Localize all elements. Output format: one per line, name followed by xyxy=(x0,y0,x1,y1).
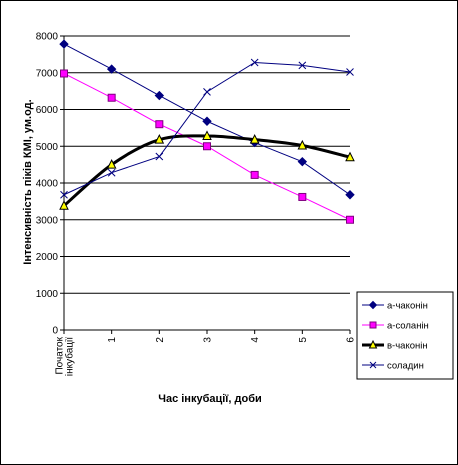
y-axis-title: Інтенсивність піків КМІ, ум.од. xyxy=(22,99,34,264)
legend-item: соладин xyxy=(362,361,424,372)
diamond-marker xyxy=(297,156,308,167)
y-tick-label: 7000 xyxy=(36,68,59,79)
x-marker-stroke xyxy=(155,152,164,161)
x-marker xyxy=(346,68,354,76)
x-marker-stroke xyxy=(250,58,259,67)
x-marker xyxy=(298,61,307,70)
legend-item: в-чаконін xyxy=(362,339,428,352)
x-tick-label: 4 xyxy=(250,337,261,343)
square-marker xyxy=(346,215,354,224)
triangle-marker xyxy=(249,134,260,144)
x-tick-labels: Початок інкубації 1 2 3 4 5 6 xyxy=(55,336,357,376)
x-tick-label: 5 xyxy=(298,337,309,343)
diamond-marker xyxy=(368,300,378,310)
x-tick-label-group: 4 xyxy=(250,337,261,343)
legend-item: а-соланін xyxy=(362,321,429,332)
legend-item: а-чаконін xyxy=(362,301,428,312)
x-marker-stroke xyxy=(60,190,68,199)
triangle-marker xyxy=(368,339,378,349)
legend-label: в-чаконін xyxy=(387,341,428,352)
axes xyxy=(60,35,351,334)
legend-label: соладин xyxy=(387,361,424,372)
y-tick-label: 2000 xyxy=(36,252,59,263)
triangle-marker xyxy=(59,200,69,210)
x-marker xyxy=(250,58,259,67)
triangle-marker xyxy=(345,151,355,162)
x-tick-label: Початок xyxy=(55,336,66,374)
x-marker-stroke xyxy=(369,361,377,369)
y-tick-label: 5000 xyxy=(36,142,59,153)
x-tick-label-group: 3 xyxy=(203,337,214,343)
square-marker xyxy=(298,192,307,201)
x-tick-label-group: 2 xyxy=(155,337,166,343)
triangle-marker xyxy=(202,130,212,140)
triangle-marker xyxy=(297,139,308,150)
diamond-marker xyxy=(106,64,117,74)
series-1 xyxy=(59,39,355,200)
x-axis-title: Час інкубації, доби xyxy=(158,393,262,405)
x-marker xyxy=(107,168,116,177)
x-marker xyxy=(203,88,211,96)
x-tick-label: 2 xyxy=(155,337,166,343)
triangle-marker xyxy=(106,159,117,169)
x-marker-stroke xyxy=(107,168,116,177)
diamond-marker xyxy=(202,116,212,126)
legend: а-чаконін а-соланін в-чаконін соладин xyxy=(356,291,454,380)
square-marker xyxy=(107,93,116,102)
square-marker xyxy=(369,321,377,329)
legend-label: а-чаконін xyxy=(387,301,428,312)
x-marker-stroke xyxy=(346,68,354,76)
y-tick-label: 6000 xyxy=(36,105,59,116)
y-tick-label: 8000 xyxy=(36,32,59,43)
y-tick-label: 3000 xyxy=(36,215,59,226)
x-tick-label: 1 xyxy=(107,337,118,343)
x-tick-label: інкубації xyxy=(64,337,76,376)
x-tick-label: 6 xyxy=(346,337,357,343)
series-4 xyxy=(60,58,354,199)
series-line xyxy=(63,61,351,196)
x-tick-label-group: Початок інкубації xyxy=(55,336,76,376)
x-tick-label-group: 1 xyxy=(107,337,118,343)
y-tick-labels: 0 1000 2000 3000 4000 5000 6000 7000 8000 xyxy=(36,32,59,337)
diamond-marker xyxy=(345,190,355,200)
x-marker-stroke xyxy=(203,88,211,96)
y-tick-label: 1000 xyxy=(36,289,59,300)
diamond-marker xyxy=(154,90,165,101)
x-marker-stroke xyxy=(298,61,307,70)
x-tick-label: 3 xyxy=(203,337,214,343)
x-marker xyxy=(155,152,164,161)
y-tick-label: 4000 xyxy=(36,179,59,190)
x-marker xyxy=(60,190,68,199)
triangle-marker xyxy=(154,134,165,144)
square-marker xyxy=(203,142,211,151)
square-marker xyxy=(250,170,259,179)
x-tick-label-group: 6 xyxy=(346,337,357,343)
series-layer xyxy=(59,39,355,224)
x-tick-label-group: 5 xyxy=(298,337,309,343)
y-tick-label: 0 xyxy=(52,326,58,337)
legend-label: а-соланін xyxy=(387,321,429,332)
series-3 xyxy=(59,130,355,210)
series-2 xyxy=(60,69,354,224)
square-marker xyxy=(155,120,164,129)
square-marker xyxy=(60,69,68,78)
x-marker xyxy=(369,361,377,369)
diamond-marker xyxy=(59,39,69,49)
